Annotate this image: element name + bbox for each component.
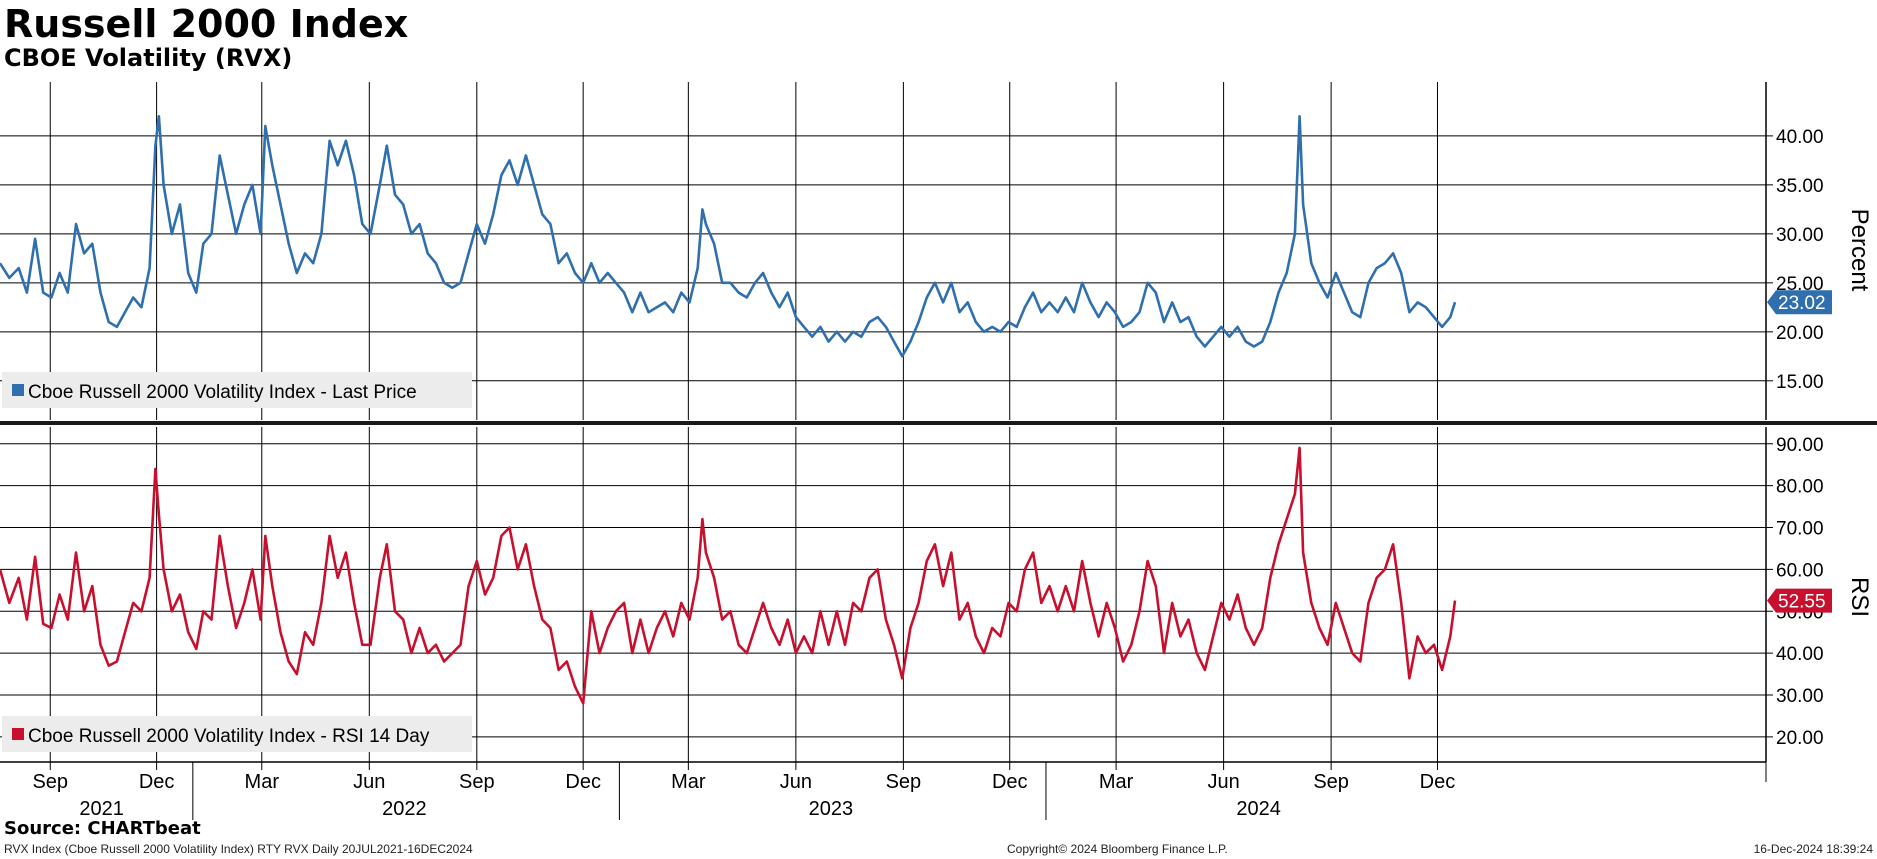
y-tick-label: 30.00 bbox=[1776, 686, 1824, 707]
y-tick-label: 15.00 bbox=[1776, 372, 1824, 393]
legend-label: Cboe Russell 2000 Volatility Index - Las… bbox=[28, 382, 417, 403]
chart-subtitle: CBOE Volatility (RVX) bbox=[4, 44, 293, 72]
y-tick-label: 40.00 bbox=[1776, 644, 1824, 665]
x-year-label: 2022 bbox=[382, 798, 427, 820]
y-axis-label: Percent bbox=[1846, 209, 1873, 292]
last-value-tag bbox=[1767, 290, 1832, 315]
x-tick-label: Dec bbox=[992, 771, 1028, 793]
series-line bbox=[0, 446, 1457, 705]
footer-timestamp: 16-Dec-2024 18:39:24 bbox=[1753, 842, 1873, 856]
x-tick-label: Mar bbox=[1099, 771, 1134, 793]
chart-title: Russell 2000 Index bbox=[4, 2, 409, 46]
x-tick-label: Jun bbox=[353, 771, 385, 793]
x-tick-label: Jun bbox=[1207, 771, 1239, 793]
x-tick-label: Dec bbox=[139, 771, 175, 793]
x-tick-label: Sep bbox=[459, 771, 495, 793]
y-axis-label: RSI bbox=[1846, 577, 1873, 617]
x-tick-label: Mar bbox=[245, 771, 280, 793]
y-tick-label: 35.00 bbox=[1776, 176, 1824, 197]
series-line bbox=[0, 115, 1457, 358]
footer-copyright: Copyright© 2024 Bloomberg Finance L.P. bbox=[1007, 842, 1228, 856]
x-tick-label: Sep bbox=[1313, 771, 1349, 793]
y-tick-label: 25.00 bbox=[1776, 274, 1824, 295]
x-tick-label: Mar bbox=[671, 771, 706, 793]
last-value-label: 52.55 bbox=[1778, 592, 1826, 613]
legend-box bbox=[2, 716, 472, 752]
y-tick-label: 40.00 bbox=[1776, 127, 1824, 148]
x-year-label: 2023 bbox=[809, 798, 854, 820]
y-tick-label: 90.00 bbox=[1776, 435, 1824, 456]
x-tick-label: Jun bbox=[780, 771, 812, 793]
y-tick-label: 80.00 bbox=[1776, 477, 1824, 498]
y-tick-label: 30.00 bbox=[1776, 225, 1824, 246]
x-tick-label: Dec bbox=[1420, 771, 1456, 793]
legend-swatch bbox=[12, 728, 24, 740]
y-tick-label: 20.00 bbox=[1776, 728, 1824, 749]
x-year-label: 2021 bbox=[79, 798, 124, 820]
y-tick-label: 60.00 bbox=[1776, 560, 1824, 581]
x-year-label: 2024 bbox=[1236, 798, 1281, 820]
legend-box bbox=[2, 372, 472, 408]
legend-label: Cboe Russell 2000 Volatility Index - RSI… bbox=[28, 726, 430, 747]
y-tick-label: 20.00 bbox=[1776, 323, 1824, 344]
y-tick-label: 70.00 bbox=[1776, 519, 1824, 540]
x-tick-label: Sep bbox=[886, 771, 922, 793]
footer-description: RVX Index (Cboe Russell 2000 Volatility … bbox=[4, 842, 473, 856]
panel-separator bbox=[0, 421, 1877, 425]
x-tick-label: Sep bbox=[32, 771, 68, 793]
last-value-label: 23.02 bbox=[1778, 293, 1826, 314]
x-tick-label: Dec bbox=[565, 771, 601, 793]
legend-swatch bbox=[12, 384, 24, 396]
source-label: Source: CHARTbeat bbox=[4, 818, 201, 839]
last-value-tag bbox=[1767, 588, 1832, 613]
